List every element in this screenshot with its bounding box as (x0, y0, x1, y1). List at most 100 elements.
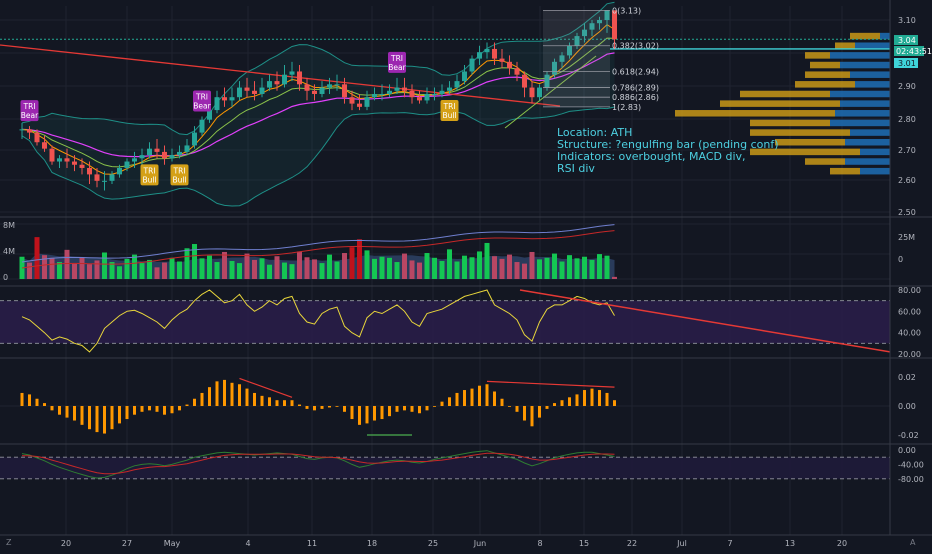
volume-bar (432, 257, 437, 279)
wavetrend-pane (0, 450, 890, 480)
volume-bar (304, 257, 310, 279)
candle-body (72, 161, 77, 165)
macd-histogram-bar (455, 392, 459, 406)
rsi-line (21, 289, 615, 353)
macd-histogram-bar (448, 397, 451, 406)
candle-body (229, 97, 235, 101)
tri-bull-badge (140, 164, 159, 186)
tri-bear-badge (388, 51, 406, 73)
candle-body (177, 151, 182, 156)
macd-histogram-bar (373, 406, 376, 421)
candle-body (154, 148, 160, 152)
volume-bar (162, 262, 167, 279)
time-tick-label: 15 (579, 539, 589, 548)
ema-slow-line (21, 52, 615, 158)
fib-level-label: 0.786(2.89) (612, 84, 659, 93)
candle-body (139, 155, 145, 159)
rsi-tick-label: 60.00 (898, 307, 921, 316)
candle-body (274, 81, 280, 85)
rsi-pane (0, 289, 891, 353)
price-tick-label: 2.80 (898, 115, 916, 124)
tri-signal-label: TRI (195, 93, 208, 102)
macd-histogram-bar (28, 394, 31, 406)
macd-histogram-bar (493, 391, 496, 406)
macd-histogram-bar (553, 403, 556, 406)
volume-bar (102, 252, 107, 279)
volume-bar (477, 251, 482, 279)
candle-body (184, 145, 190, 152)
macd-histogram-bar (208, 387, 211, 406)
macd-histogram-bar (110, 406, 114, 430)
tri-signal-label: Bull (142, 175, 156, 184)
auto-scale-button[interactable]: A (910, 538, 916, 547)
candle-body (147, 148, 152, 156)
bollinger-lower-line (21, 106, 615, 207)
macd-histogram-bar (350, 406, 354, 420)
candle-body (499, 58, 505, 62)
bollinger-upper-line (21, 1, 615, 136)
wavetrend-tick-label: -40.00 (898, 460, 924, 469)
footer-controls[interactable]: Z A (6, 538, 916, 547)
candle-body (169, 155, 175, 159)
candle-body (544, 74, 550, 88)
candle-body (379, 93, 385, 95)
candle-body (462, 71, 467, 82)
tri-signal-label: Bull (172, 175, 186, 184)
macd-histogram-bar (358, 406, 361, 425)
zoom-icon[interactable]: Z (6, 538, 12, 547)
fib-level-label: 1(2.83) (612, 103, 641, 112)
pane-separators[interactable] (0, 0, 932, 536)
macd-histogram-bar (365, 406, 369, 424)
macd-histogram-bar (133, 406, 136, 415)
time-tick-label: Jul (676, 539, 687, 548)
volume-bar (499, 258, 505, 279)
volume-profile-bar (775, 138, 845, 146)
countdown-badge (894, 46, 924, 56)
price-tick-label: 3.10 (898, 16, 916, 25)
tri-signal-label: TRI (390, 54, 403, 63)
volume-bar (559, 261, 565, 279)
macd-histogram-bar (58, 406, 61, 415)
candle-body (94, 174, 100, 181)
fibonacci-retracement[interactable]: 0(3.13) 0.382(3.02) 0.618(2.94) 0.786(2.89)… (543, 6, 659, 112)
volume-profile-bar (840, 100, 890, 107)
macd-histogram-bar (268, 397, 271, 406)
candle-body (522, 74, 527, 88)
volume-bar (319, 263, 325, 279)
candle-body (409, 90, 415, 98)
rsi-tick-label: 40.00 (898, 329, 921, 338)
candle-body (319, 87, 325, 94)
time-tick-label: 4 (245, 539, 250, 548)
macd-histogram-bar (305, 406, 309, 409)
candle-body (357, 103, 362, 107)
fib-level-label: 0(3.13) (612, 6, 641, 15)
macd-histogram-bar (73, 406, 76, 421)
macd-histogram-bar (343, 406, 346, 412)
volume-pane (19, 224, 617, 279)
macd-histogram-bar (590, 388, 594, 406)
price-tick-label: 2.70 (898, 146, 916, 155)
candle-body (507, 61, 512, 69)
macd-histogram-bar (335, 406, 339, 407)
candle-body (604, 10, 610, 20)
candle-body (297, 71, 302, 85)
volume-tick-label: 8M (3, 221, 15, 230)
volume-bar (282, 262, 287, 279)
time-tick-label: 8 (537, 539, 542, 548)
volume-bar (49, 257, 55, 279)
candle-body (244, 87, 250, 91)
volume-bar (417, 262, 422, 279)
macd-histogram-bar (575, 394, 579, 406)
volume-bar (507, 254, 512, 279)
volume-bar (349, 247, 355, 279)
candle-body (267, 81, 272, 88)
volume-bar (604, 255, 610, 279)
macd-histogram-bar (178, 406, 181, 411)
time-tick-label: Jun (473, 539, 487, 548)
candle-body (199, 119, 205, 133)
volume-bar (132, 254, 137, 279)
macd-histogram-bar (215, 381, 219, 406)
macd-histogram-bar (88, 406, 91, 430)
